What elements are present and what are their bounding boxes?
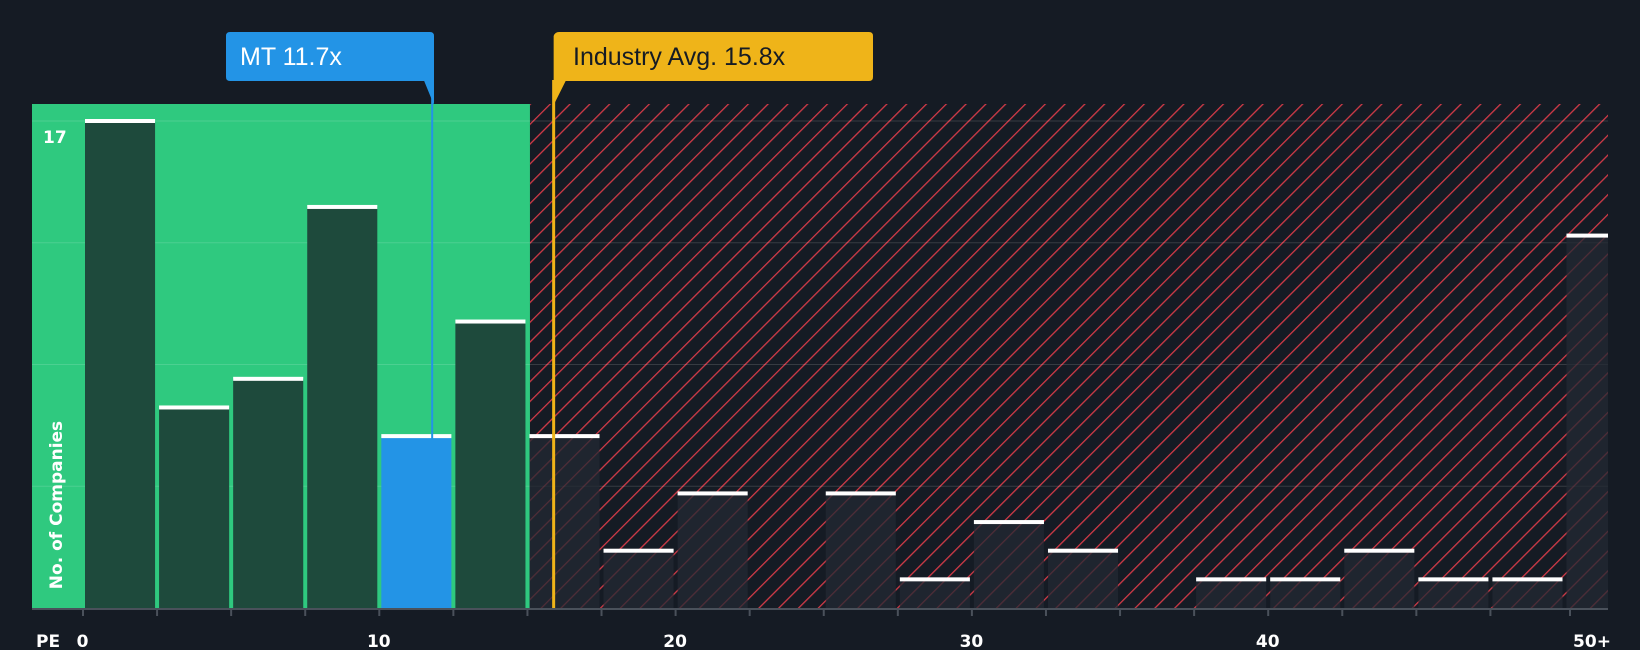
bar	[159, 407, 230, 608]
x-axis-label: PE	[36, 632, 60, 650]
x-tick-label: 0	[77, 632, 89, 650]
bar-cap	[233, 376, 304, 381]
x-tick-label: 10	[367, 632, 391, 650]
bar	[1196, 579, 1267, 608]
company-marker: MT 11.7x	[226, 32, 434, 608]
bar-cap	[1344, 548, 1415, 553]
bar	[1344, 550, 1415, 608]
bars	[85, 119, 1608, 609]
industry-callout-label: Industry Avg. 15.8x	[573, 43, 786, 71]
bar	[1492, 579, 1563, 608]
bar-cap	[1196, 577, 1267, 582]
company-callout-box	[226, 32, 434, 105]
bar	[899, 579, 970, 608]
x-ticks: 0 10 20 30 40 50+	[77, 608, 1611, 650]
bar	[1566, 235, 1608, 608]
company-callout-label: MT 11.7x	[240, 43, 342, 71]
bar	[825, 493, 896, 608]
x-tick-label: 30	[960, 632, 984, 650]
bar	[1418, 579, 1489, 608]
bar-cap	[307, 204, 378, 209]
bar-cap	[1270, 577, 1341, 582]
bar-company	[381, 436, 452, 608]
y-axis-label: No. of Companies	[47, 421, 67, 589]
bar-cap	[455, 319, 526, 324]
bar	[85, 121, 156, 608]
bar-cap	[381, 434, 452, 439]
bar-cap	[899, 577, 970, 582]
x-tick-label: 50+	[1573, 632, 1611, 650]
x-tick-label: 20	[663, 632, 687, 650]
bar-cap	[603, 548, 674, 553]
bar	[307, 206, 378, 609]
industry-callout-box	[553, 32, 873, 105]
bar-cap	[825, 491, 896, 496]
bar	[603, 550, 674, 608]
bar	[529, 436, 600, 608]
bar	[233, 378, 304, 608]
bar	[1047, 550, 1119, 608]
bar-cap	[973, 520, 1044, 525]
bar-cap	[677, 491, 748, 496]
y-max-label: 17	[43, 128, 67, 148]
industry-marker: Industry Avg. 15.8x	[552, 32, 873, 608]
bar-cap	[529, 434, 600, 439]
bar	[973, 522, 1044, 608]
bar-cap	[159, 405, 230, 410]
bar-cap	[1418, 577, 1489, 582]
bar	[677, 493, 748, 608]
bar-cap	[85, 119, 156, 123]
bar	[1270, 579, 1341, 608]
x-tick-label: 40	[1256, 632, 1280, 650]
bar	[455, 321, 526, 608]
bar-cap	[1047, 548, 1119, 553]
bar-cap	[1566, 233, 1608, 238]
bar-cap	[1492, 577, 1563, 582]
